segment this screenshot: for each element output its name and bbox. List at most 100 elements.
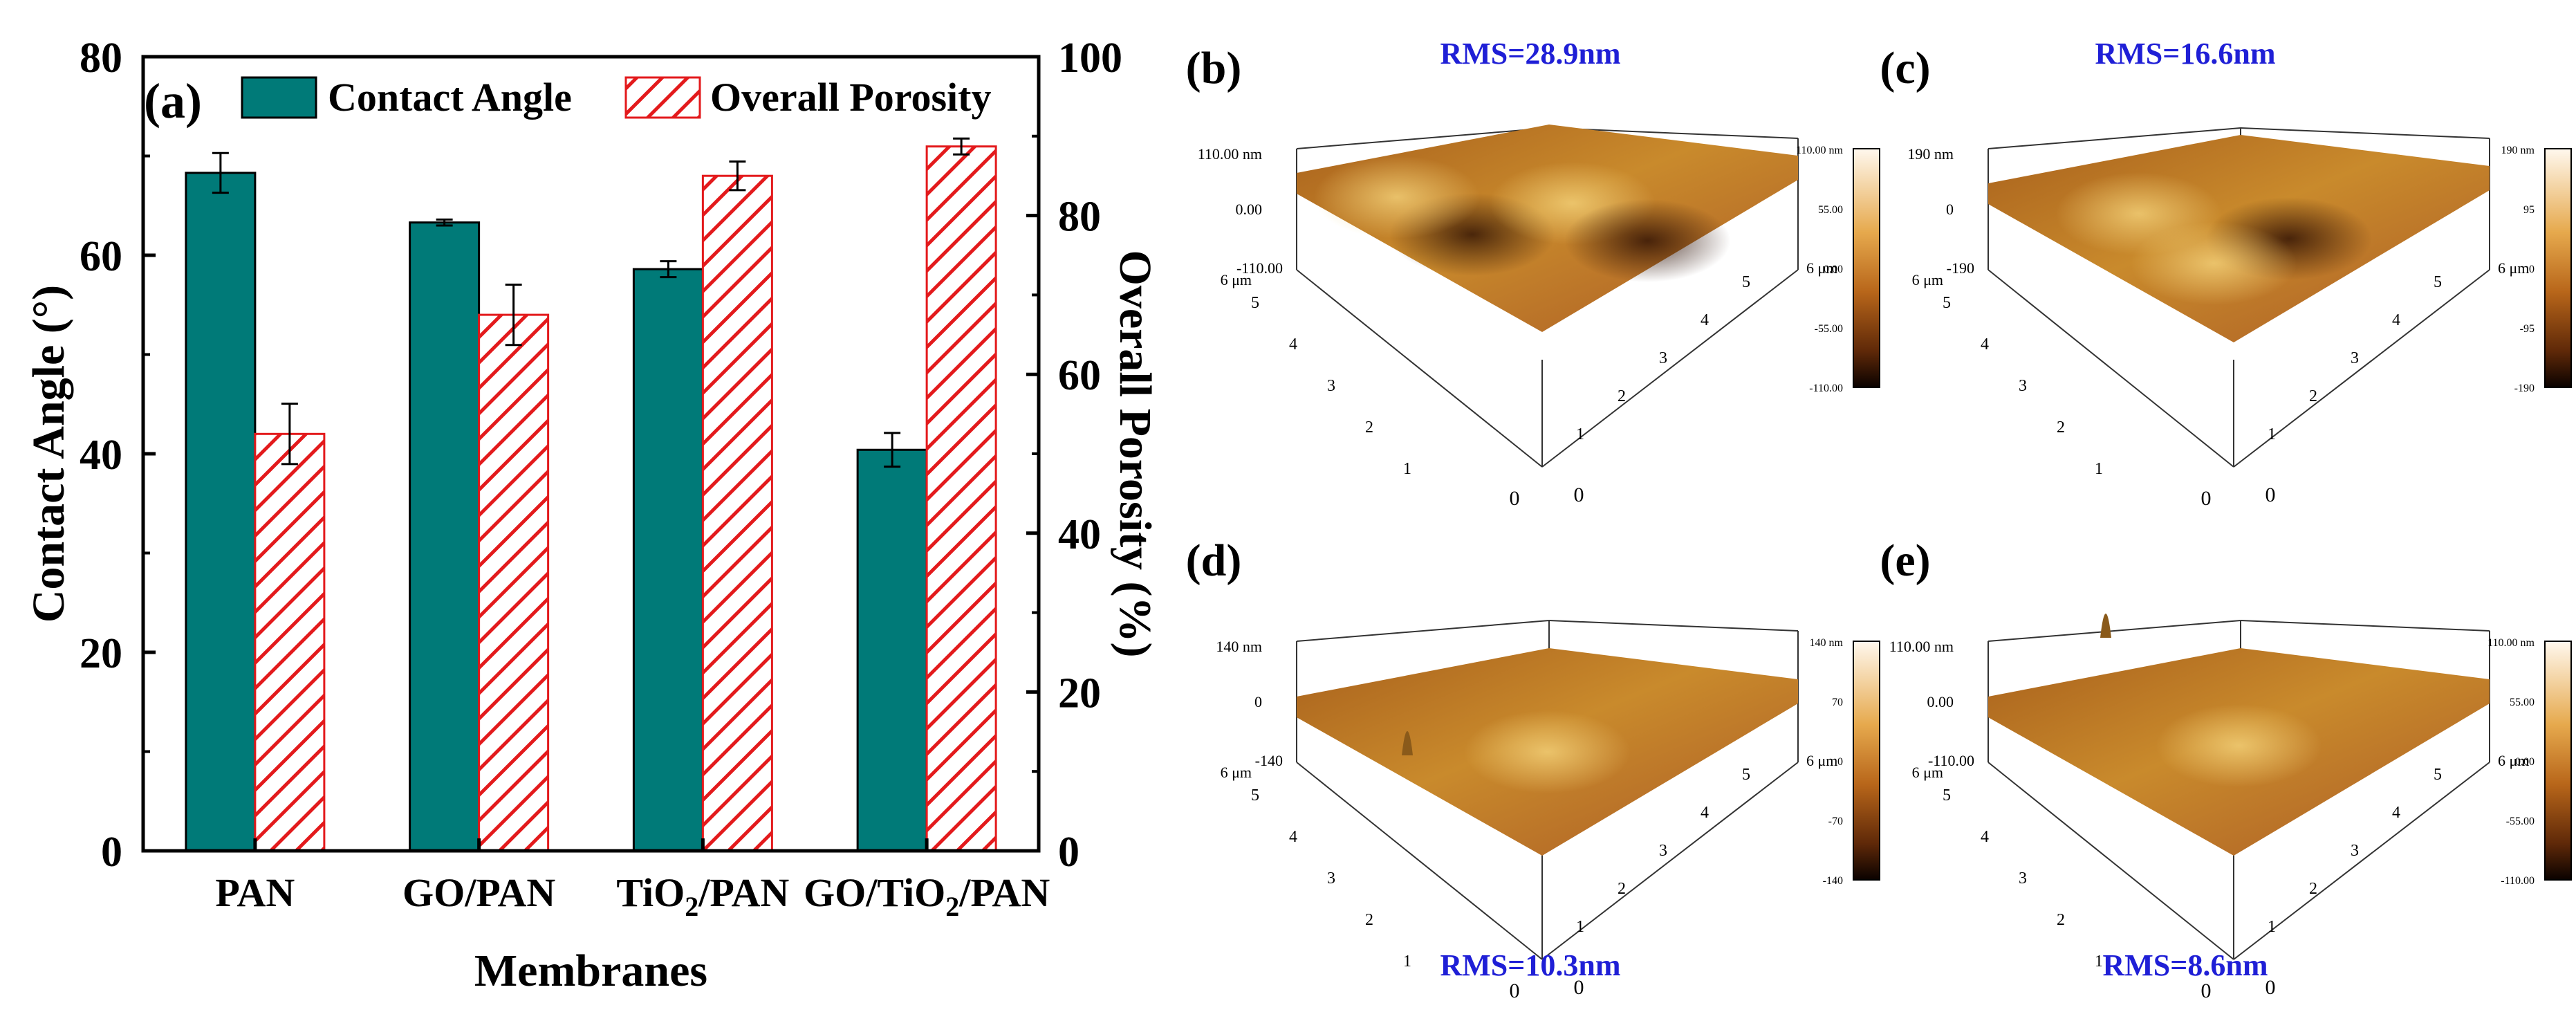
afm-y-tick: 1	[1403, 953, 1411, 970]
y-axis-end-label: 6 μm	[1221, 764, 1252, 781]
x-tick-label-sub: 2	[685, 891, 698, 922]
color-scale-label: -55.00	[2506, 816, 2535, 827]
panel-label: (e)	[1880, 535, 1930, 586]
bar-porosity-3	[925, 145, 997, 852]
afm-edge	[2240, 620, 2490, 632]
color-scale-label: 190 nm	[2501, 145, 2535, 156]
z-mid-label: 0.00	[1927, 693, 1954, 710]
afm-box	[1987, 127, 2490, 468]
afm-edge	[1296, 269, 1543, 468]
color-scale-label: 70	[1832, 697, 1843, 708]
afm-x-tick: 3	[1659, 349, 1667, 367]
panel-label: (c)	[1880, 43, 1930, 93]
afm-zero-left: 0	[2201, 979, 2212, 1002]
x-axis-label: Membranes	[474, 946, 707, 996]
y-axis-label: Contact Angle (°)	[24, 285, 74, 623]
afm-edge	[1296, 127, 1550, 149]
x-axis-end-label: 6 μm	[1806, 752, 1837, 769]
panel-label: (d)	[1186, 535, 1242, 586]
afm-y-tick: 5	[1251, 294, 1259, 312]
afm-zero-left: 0	[1510, 979, 1520, 1002]
left-tick-label: 40	[80, 432, 122, 479]
rms-title: RMS=16.6nm	[2095, 37, 2276, 71]
z-max-label: 110.00 nm	[1889, 638, 1954, 655]
x-tick-label-main: PAN	[215, 870, 295, 915]
afm-y-tick: 3	[1327, 870, 1335, 887]
afm-y-tick: 5	[1943, 786, 1951, 804]
color-scale-bar	[1853, 641, 1880, 881]
bar-porosity-0	[254, 432, 326, 852]
afm-x-tick: 3	[2351, 349, 2359, 367]
afm-edge	[2233, 762, 2490, 960]
bar-contact-angle-1	[409, 221, 481, 852]
afm-y-tick: 4	[1981, 335, 1989, 353]
x-tick-label-main: GO/PAN	[402, 870, 555, 915]
afm-panel-b: (b)110.00 nm0.00-110.006 μm6 μm543211234…	[1186, 43, 1880, 510]
afm-y-tick: 2	[2057, 911, 2065, 929]
z-mid-label: 0	[1254, 693, 1262, 710]
afm-surface-feature	[2131, 222, 2297, 305]
afm-surface-feature	[1464, 710, 1631, 793]
z-max-label: 190 nm	[1907, 145, 1954, 163]
afm-surface-feature	[2156, 704, 2322, 787]
afm-x-tick: 2	[2309, 387, 2317, 405]
color-scale-label: 95	[2523, 204, 2535, 216]
afm-y-tick: 4	[1289, 335, 1297, 353]
afm-spike	[1402, 731, 1413, 755]
afm-surface-feature	[1314, 156, 1480, 239]
color-scale-label: 55.00	[2510, 697, 2535, 708]
color-scale-label: 0	[2529, 264, 2535, 275]
left-tick-label: 0	[101, 829, 122, 876]
x-tick-label: GO/TiO2/PAN	[804, 870, 1050, 922]
afm-x-tick: 2	[1618, 880, 1626, 898]
color-scale-label: 0.00	[1824, 264, 1843, 275]
afm-y-tick: 3	[2019, 377, 2027, 395]
color-scale-label: -110.00	[1809, 383, 1843, 394]
afm-edge	[1987, 127, 2241, 149]
bar-porosity-2	[701, 174, 773, 852]
afm-x-tick: 1	[2268, 918, 2276, 936]
color-scale-label: -70	[1828, 816, 1843, 827]
afm-y-tick: 3	[1327, 377, 1335, 395]
color-scale-label: 55.00	[1818, 204, 1843, 216]
rms-title: RMS=8.6nm	[2103, 948, 2268, 982]
afm-y-tick: 2	[1365, 911, 1373, 929]
x-axis-end-label: 6 μm	[2498, 259, 2529, 277]
z-min-label: -110.00	[1928, 752, 1974, 769]
afm-x-tick: 3	[2351, 842, 2359, 860]
afm-x-tick: 1	[1576, 425, 1584, 443]
right-tick-label: 0	[1058, 829, 1079, 876]
afm-edge	[1296, 762, 1543, 960]
x-tick-label-main: GO/TiO	[804, 870, 945, 915]
afm-edge	[1548, 620, 1799, 632]
afm-edge	[1987, 620, 2241, 642]
color-scale-label: -110.00	[2501, 875, 2535, 887]
z-min-label: -190	[1947, 259, 1974, 277]
right-tick-label: 100	[1058, 35, 1122, 82]
x-tick-label-sub: 2	[945, 891, 959, 922]
color-scale-label: -190	[2514, 383, 2535, 394]
bar-porosity-1	[478, 313, 550, 852]
afm-zero-left: 0	[2201, 487, 2212, 510]
afm-y-tick: 4	[1289, 828, 1297, 846]
right-tick-label: 80	[1058, 194, 1101, 241]
x-tick-label-rest: /PAN	[698, 870, 789, 915]
legend-swatch-contact-angle	[241, 76, 317, 119]
color-scale-label: -55.00	[1815, 323, 1843, 335]
y-axis-end-label: 6 μm	[1912, 271, 1943, 288]
y-axis-end-label: 6 μm	[1221, 271, 1252, 288]
afm-y-tick: 4	[1981, 828, 1989, 846]
afm-edge	[1541, 269, 1799, 468]
afm-x-tick: 5	[2434, 273, 2442, 291]
bar-contact-angle-3	[856, 448, 928, 852]
color-scale-label: 140 nm	[1810, 637, 1844, 649]
color-scale-label: 0	[1837, 756, 1843, 768]
color-scale-label: 110.00 nm	[2487, 637, 2535, 649]
afm-zero-right: 0	[1574, 976, 1584, 999]
legend-label-porosity: Overall Porosity	[710, 75, 991, 120]
afm-y-tick: 2	[1365, 418, 1373, 436]
afm-x-tick: 2	[2309, 880, 2317, 898]
